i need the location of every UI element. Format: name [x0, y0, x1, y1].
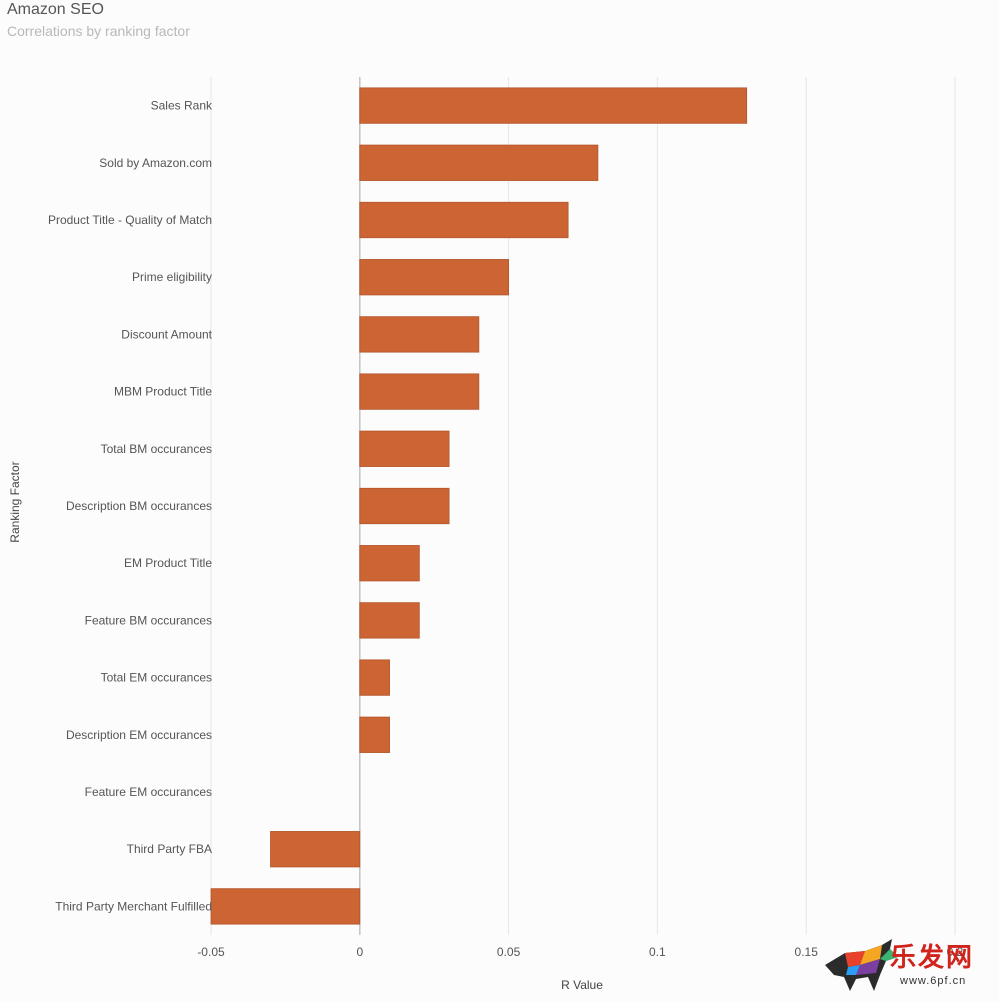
category-label: Third Party FBA [127, 842, 212, 856]
x-tick-label: 0.15 [795, 945, 819, 959]
category-label: Sales Rank [151, 99, 213, 113]
x-tick-label: -0.05 [197, 945, 225, 959]
bars [210, 87, 748, 925]
watermark-url: www.6pf.cn [900, 975, 967, 987]
watermark-text: 乐发网 [890, 943, 975, 973]
category-label: Prime eligibility [132, 270, 212, 284]
bar [210, 888, 361, 925]
chart-title: Amazon SEO [7, 1, 104, 18]
category-label: Third Party Merchant Fulfilled [55, 899, 212, 913]
watermark-logo: 乐发网 www.6pf.cn [820, 935, 995, 995]
category-label: Total BM occurances [101, 442, 212, 456]
category-label: MBM Product Title [114, 385, 212, 399]
category-label: Discount Amount [121, 327, 212, 341]
category-label: Sold by Amazon.com [99, 156, 212, 170]
bar [359, 87, 748, 124]
bar [359, 487, 450, 525]
bar [359, 144, 599, 181]
bull-logo-icon [825, 939, 898, 991]
y-axis-title: Ranking Factor [8, 461, 22, 542]
category-label: Description EM occurances [66, 728, 212, 742]
category-labels: Sales Rank Sold by Amazon.com Product Titl… [48, 99, 213, 914]
bar [359, 659, 390, 696]
bar [270, 831, 361, 868]
category-label: Total EM occurances [101, 671, 212, 685]
bar [359, 545, 420, 582]
bar [359, 316, 480, 353]
bar [359, 259, 509, 296]
gridlines [210, 77, 956, 935]
bar [359, 430, 450, 467]
category-label: EM Product Title [124, 556, 212, 570]
x-tick-label: 0.05 [497, 945, 521, 959]
x-tick-label: 0.1 [649, 945, 666, 959]
bar [359, 201, 569, 239]
bar [359, 716, 390, 753]
x-tick-labels: -0.05 0 0.05 0.1 0.15 0.2 [197, 945, 963, 959]
category-label: Feature EM occurances [85, 785, 212, 799]
x-axis-title: R Value [561, 978, 603, 992]
x-tick-label: 0.2 [947, 945, 964, 959]
category-label: Description BM occurances [66, 499, 212, 513]
category-label: Feature BM occurances [85, 613, 212, 627]
chart-subtitle: Correlations by ranking factor [7, 23, 190, 39]
x-tick-label: 0 [356, 945, 363, 959]
category-label: Product Title - Quality of Match [48, 213, 212, 227]
bar [359, 373, 480, 410]
bar [359, 602, 420, 639]
